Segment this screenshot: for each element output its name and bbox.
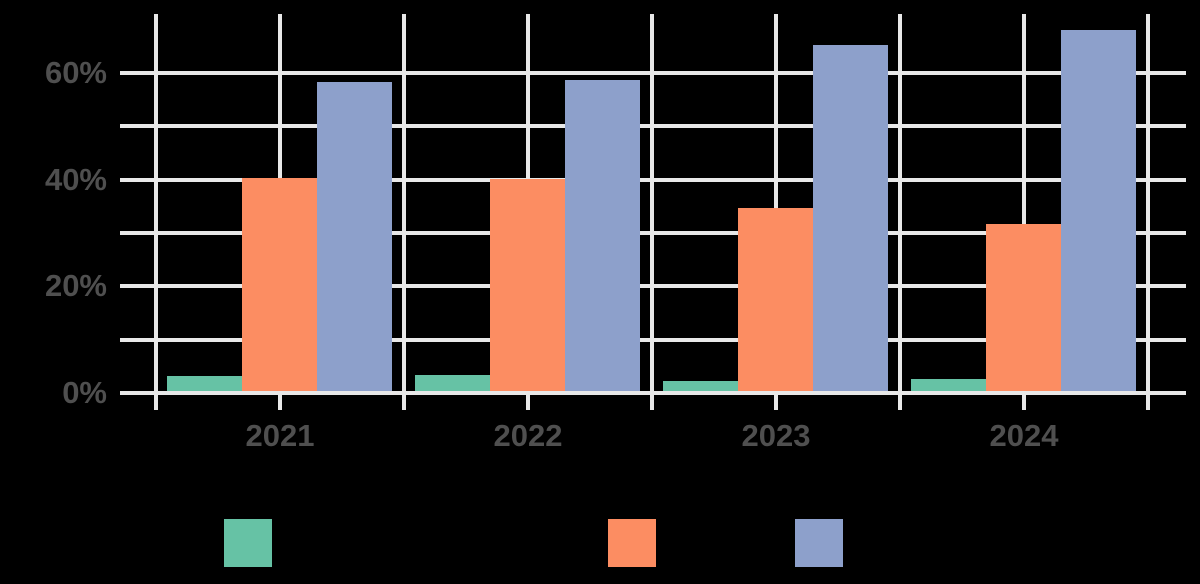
- bar-2024-series-green: [911, 378, 987, 391]
- bar-2024-series-orange: [986, 223, 1062, 391]
- y-tick-label-40: 40%: [44, 161, 107, 197]
- v-gridline-2: [402, 14, 406, 410]
- x-tick-label-2021: 2021: [245, 418, 315, 453]
- x-tick-label-2023: 2023: [741, 418, 811, 453]
- bar-2021-series-green: [167, 375, 243, 391]
- v-gridline-4: [650, 14, 654, 410]
- v-gridline-8: [1146, 14, 1150, 410]
- y-tick-label-0: 0%: [62, 375, 107, 410]
- y-tick-label-20: 20%: [44, 268, 107, 304]
- bar-2022-series-orange: [490, 178, 566, 391]
- x-tick-label-2022: 2022: [493, 418, 563, 453]
- bar-2021-series-orange: [242, 178, 318, 391]
- v-gridline-6: [898, 14, 902, 410]
- v-gridline-7: [1022, 14, 1026, 410]
- bar-2023-series-green: [663, 381, 739, 391]
- v-gridline-0: [154, 14, 158, 410]
- bar-2023-series-orange: [738, 208, 814, 391]
- legend-swatch-orange: [608, 519, 656, 567]
- bar-2022-series-blue: [565, 80, 641, 391]
- x-axis-line: [120, 391, 1186, 395]
- bar-2023-series-blue: [813, 44, 889, 391]
- x-tick-label-2024: 2024: [989, 418, 1059, 453]
- bar-2024-series-blue: [1061, 30, 1137, 391]
- legend-swatch-green: [224, 519, 272, 567]
- bar-2022-series-green: [415, 375, 491, 391]
- y-tick-label-60: 60%: [44, 55, 107, 90]
- legend-swatch-blue: [795, 519, 843, 567]
- bar-2021-series-blue: [317, 82, 393, 391]
